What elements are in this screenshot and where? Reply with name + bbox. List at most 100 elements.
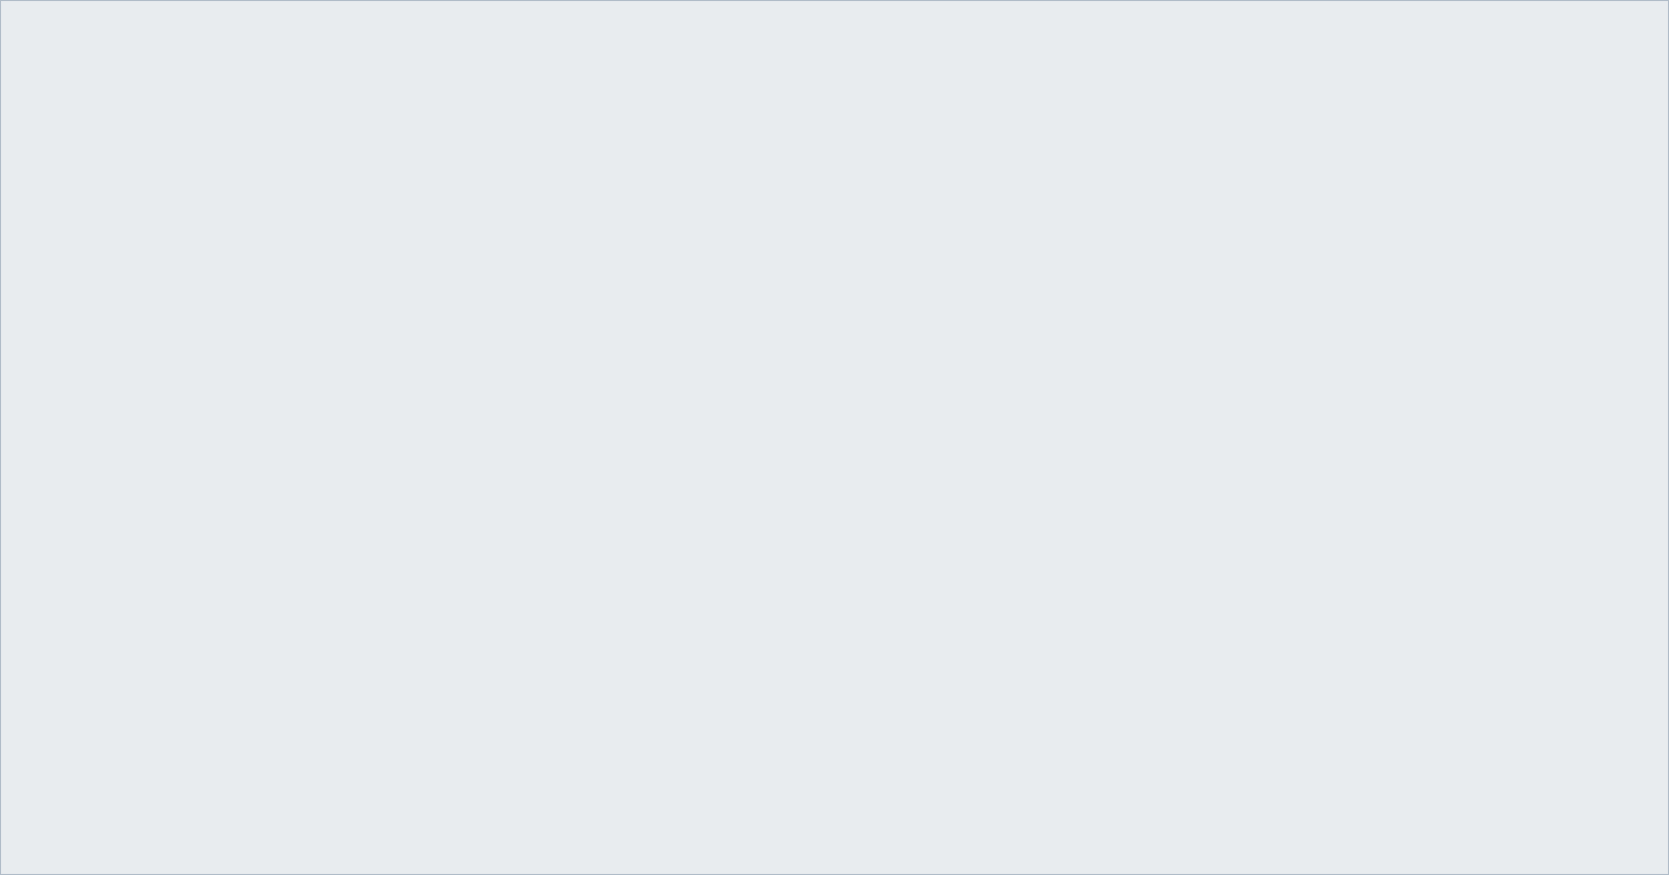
- Text: –: –: [392, 590, 399, 604]
- Text: 9.2 TB: 9.2 TB: [753, 494, 794, 507]
- Text: –: –: [392, 686, 399, 700]
- Bar: [12, 714, 1641, 717]
- Text: CKD: CKD: [921, 494, 950, 507]
- Text: HR_Remote_SG_12: HR_Remote_SG_12: [42, 398, 169, 411]
- Text: MASKING VIEWS: MASKING VIEWS: [300, 222, 409, 235]
- Text: !: !: [220, 449, 224, 459]
- Text: HR_Remote_SG_24: HR_Remote_SG_24: [42, 687, 167, 699]
- Text: ↑: ↑: [68, 304, 78, 318]
- Text: 100,000.0: 100,000.0: [619, 591, 688, 604]
- Bar: [12, 429, 1641, 477]
- Text: Name: Name: [42, 305, 85, 318]
- Text: ⬆: ⬆: [1629, 265, 1642, 281]
- Text: 100,000.0: 100,000.0: [619, 398, 688, 411]
- Text: HR_Remote_SG_13: HR_Remote_SG_13: [42, 446, 169, 459]
- Text: 100,000.0: 100,000.0: [619, 687, 688, 699]
- Text: –: –: [392, 542, 399, 556]
- Text: !: !: [220, 593, 224, 603]
- Polygon shape: [212, 348, 232, 366]
- Text: !: !: [220, 641, 224, 651]
- Bar: [0, 122, 1669, 207]
- Text: !: !: [220, 401, 224, 411]
- Text: 9.2 TB: 9.2 TB: [753, 687, 794, 699]
- Bar: [0, 57, 1669, 122]
- Bar: [12, 573, 1641, 621]
- Text: 9.2 TB: 9.2 TB: [753, 639, 794, 652]
- Text: !: !: [220, 689, 224, 699]
- Text: !: !: [220, 497, 224, 507]
- Text: HR_Remote: HR_Remote: [38, 22, 135, 40]
- Text: 30.0 GB: 30.0 GB: [521, 137, 576, 151]
- Text: ≡: ≡: [25, 86, 38, 101]
- Text: 12 storage groups: 12 storage groups: [22, 267, 144, 279]
- Text: !: !: [220, 353, 224, 363]
- Bar: [12, 621, 1641, 669]
- Text: Host Group(s): Host Group(s): [30, 137, 127, 151]
- Text: STORAGE GROUPS: STORAGE GROUPS: [30, 222, 174, 236]
- Bar: [12, 333, 1641, 381]
- Text: Initiator Protocol: Initiator Protocol: [30, 170, 145, 184]
- Bar: [30, 252, 118, 255]
- Polygon shape: [212, 636, 232, 654]
- Text: INITIATORS: INITIATORS: [185, 222, 259, 235]
- Text: POWERPATH HOSTS: POWERPATH HOSTS: [566, 222, 696, 235]
- Text: ⧉: ⧉: [1549, 24, 1557, 38]
- Text: ⊞: ⊞: [15, 22, 30, 40]
- Text: >: >: [120, 22, 135, 40]
- Text: –: –: [392, 350, 399, 364]
- Bar: [12, 669, 1641, 717]
- Bar: [12, 291, 1651, 333]
- Text: 9.2 TB: 9.2 TB: [753, 591, 794, 604]
- Text: HR_Remote_SG_11: HR_Remote_SG_11: [42, 351, 169, 363]
- Text: ▼: ▼: [1637, 704, 1646, 714]
- Polygon shape: [212, 396, 232, 414]
- Text: –: –: [392, 398, 399, 412]
- Bar: [12, 381, 1641, 429]
- Text: FBA: FBA: [921, 446, 948, 459]
- Text: PowerPath Host: PowerPath Host: [391, 170, 499, 184]
- Text: FBA: FBA: [921, 591, 948, 604]
- Text: PORT GROUPS: PORT GROUPS: [441, 222, 534, 235]
- Text: –: –: [392, 446, 399, 460]
- Text: Inventory: Inventory: [42, 84, 122, 102]
- Text: 100,000.0: 100,000.0: [619, 494, 688, 507]
- Bar: [0, 255, 1669, 291]
- Polygon shape: [212, 684, 232, 702]
- Text: FBA: FBA: [921, 351, 948, 363]
- Polygon shape: [212, 540, 232, 557]
- Text: Emulation: Emulation: [911, 305, 988, 318]
- Text: !: !: [220, 545, 224, 555]
- Text: 100,000.0: 100,000.0: [619, 351, 688, 363]
- Bar: [12, 477, 1641, 525]
- Text: HR_Remote_SG_22: HR_Remote_SG_22: [42, 591, 169, 604]
- Text: Host1: Host1: [144, 22, 207, 40]
- Polygon shape: [212, 493, 232, 510]
- Text: CKD: CKD: [921, 398, 950, 411]
- Polygon shape: [212, 444, 232, 462]
- Text: –: –: [392, 494, 399, 508]
- Bar: [12, 525, 1641, 573]
- Text: HR_Remote_SG_21: HR_Remote_SG_21: [42, 542, 169, 556]
- Text: No: No: [900, 137, 920, 151]
- Bar: [0, 207, 1669, 255]
- Text: Effective Used (GB): Effective Used (GB): [733, 305, 878, 318]
- Text: 9.2 TB: 9.2 TB: [753, 542, 794, 556]
- Text: Srp: Srp: [392, 305, 417, 318]
- Text: 100,000.0: 100,000.0: [619, 446, 688, 459]
- Bar: [1641, 333, 1651, 872]
- Bar: [0, 5, 1669, 57]
- Text: 9.2 TB: 9.2 TB: [753, 446, 794, 459]
- Text: –: –: [392, 638, 399, 652]
- Text: 100,000.0: 100,000.0: [619, 542, 688, 556]
- Text: HR_Remote_SG_23: HR_Remote_SG_23: [42, 639, 169, 652]
- Text: HR_Remote_SG_14: HR_Remote_SG_14: [42, 494, 167, 507]
- Polygon shape: [212, 588, 232, 605]
- Text: FBA: FBA: [921, 687, 948, 699]
- Text: 100,000.0: 100,000.0: [619, 639, 688, 652]
- Text: Provisioned (GB): Provisioned (GB): [557, 305, 683, 318]
- Bar: [12, 291, 1651, 872]
- Bar: [0, 0, 1669, 5]
- Bar: [1641, 333, 1651, 463]
- Text: FBA: FBA: [921, 542, 948, 556]
- Text: No: No: [521, 170, 539, 184]
